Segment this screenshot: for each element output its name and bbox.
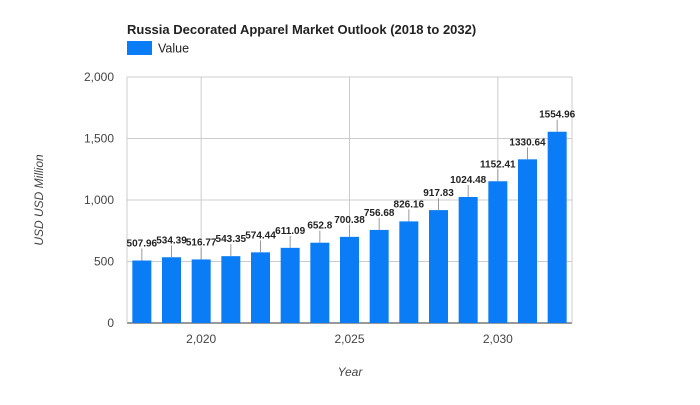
x-axis-ticks: 2,020 2,025 2,030 (186, 332, 513, 346)
bar (369, 229, 389, 323)
data-label: 1554.96 (539, 110, 576, 121)
data-label: 516.77 (186, 237, 217, 248)
data-label: 1330.64 (509, 137, 546, 148)
bar (221, 256, 241, 323)
bars (132, 131, 567, 323)
bar (429, 210, 448, 323)
legend-label-value: Value (158, 42, 189, 56)
data-label: 700.38 (334, 215, 365, 226)
bar (340, 236, 359, 323)
chart-title: Russia Decorated Apparel Market Outlook … (127, 22, 476, 37)
y-tick-label: 2,000 (84, 70, 114, 84)
data-label: 826.16 (394, 199, 425, 210)
x-axis-title: Year (338, 365, 364, 379)
data-label: 574.44 (245, 230, 276, 241)
bar (251, 252, 270, 323)
y-axis-title: USD USD Million (32, 154, 46, 246)
data-label: 756.68 (364, 208, 395, 219)
legend-swatch-value (127, 41, 152, 55)
data-label: 652.8 (307, 221, 332, 232)
bar (488, 181, 508, 323)
bar (162, 257, 181, 323)
data-label: 917.83 (423, 188, 454, 199)
bar (191, 259, 211, 323)
x-tick-label: 2,030 (483, 332, 513, 346)
y-tick-label: 1,500 (84, 132, 114, 146)
data-label: 1024.48 (450, 175, 487, 186)
y-tick-label: 1,000 (84, 193, 114, 207)
y-tick-label: 0 (107, 316, 114, 330)
bar (310, 242, 330, 323)
data-labels: 507.96 534.39 516.77 543.35 574.44 611.09 652.… (127, 110, 576, 261)
data-label: 611.09 (275, 226, 305, 237)
bar (132, 260, 152, 323)
bar (399, 221, 419, 323)
data-label: 1152.41 (480, 159, 516, 170)
bar (547, 131, 567, 323)
bar (518, 159, 537, 323)
y-axis-ticks: 0 500 1,000 1,500 2,000 (84, 70, 114, 330)
data-label: 543.35 (216, 234, 247, 245)
data-label: 507.96 (127, 239, 158, 250)
x-tick-label: 2,020 (186, 332, 216, 346)
bar (458, 196, 478, 323)
x-tick-label: 2,025 (334, 332, 364, 346)
y-tick-label: 500 (94, 255, 114, 269)
data-label: 534.39 (156, 235, 187, 246)
bar (280, 247, 300, 323)
